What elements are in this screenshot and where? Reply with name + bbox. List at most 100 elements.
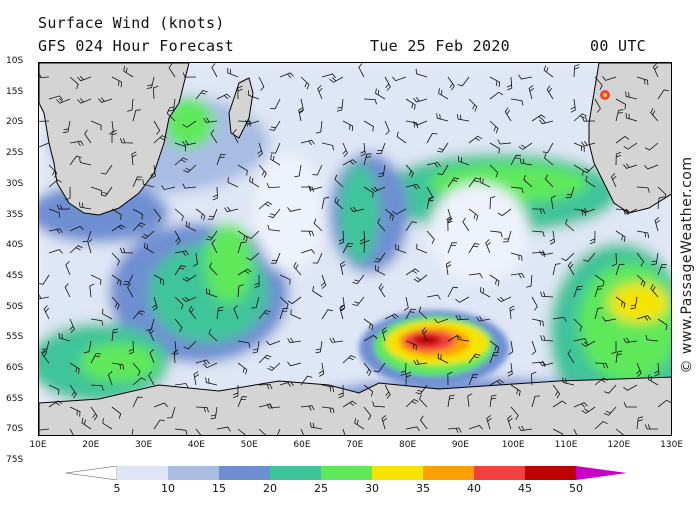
wind-barb — [531, 114, 546, 122]
wind-barb — [405, 164, 414, 178]
wind-barb — [384, 208, 395, 221]
wind-barb — [237, 396, 247, 408]
wind-barb — [445, 261, 452, 276]
wind-barb — [420, 415, 428, 430]
wind-barb — [438, 88, 449, 100]
wind-barb — [458, 156, 470, 166]
wind-barb — [277, 428, 281, 435]
lat-label: 20S — [6, 117, 24, 128]
wind-barb — [84, 129, 92, 144]
wind-barb — [377, 218, 386, 232]
africa-land — [39, 63, 190, 216]
wind-barb — [320, 274, 327, 289]
wind-barb — [497, 296, 512, 303]
wind-barb — [581, 406, 596, 414]
wind-barb — [279, 296, 289, 310]
wind-barb — [651, 252, 659, 266]
wind-barb — [413, 120, 428, 126]
wind-barb — [63, 120, 71, 134]
wind-barb — [546, 85, 554, 100]
wind-barb — [293, 262, 302, 276]
wind-barb — [594, 285, 604, 298]
wind-barb — [168, 63, 176, 78]
wind-barb — [132, 208, 144, 220]
wind-barb — [581, 207, 596, 214]
wind-barb — [384, 76, 391, 91]
lat-label: 15S — [6, 86, 24, 97]
wind-barb — [636, 362, 642, 377]
wind-barb — [56, 98, 71, 104]
wind-barb — [111, 129, 117, 143]
colorbar-segment — [270, 466, 321, 480]
wind-barb — [237, 362, 248, 375]
wind-barb — [615, 151, 622, 166]
wind-barb — [531, 371, 537, 386]
wind-barb — [623, 384, 638, 391]
wind-barb — [183, 340, 197, 350]
wind-barb — [381, 415, 388, 430]
wind-barb — [426, 161, 441, 168]
lon-label: 20E — [82, 440, 100, 450]
wind-barb — [636, 274, 646, 288]
wind-barb — [375, 88, 386, 100]
wind-barb — [195, 208, 206, 221]
wind-barb — [447, 177, 459, 188]
wind-barb — [446, 208, 452, 223]
wind-barb — [540, 291, 554, 298]
wind-barb — [69, 245, 83, 254]
wind-barb — [153, 135, 167, 144]
wind-barb — [321, 73, 336, 79]
wind-barb — [48, 228, 63, 234]
wind-barb — [542, 142, 554, 154]
wind-barb — [119, 247, 134, 254]
wind-barb — [43, 305, 50, 320]
wind-barb — [161, 185, 176, 191]
wind-barb — [372, 401, 386, 408]
lon-label: 50E — [240, 440, 258, 450]
wind-barb — [489, 142, 500, 154]
wind-barb — [654, 362, 660, 377]
wind-barb — [69, 76, 79, 90]
wind-barb — [210, 129, 218, 144]
wind-barb — [518, 142, 533, 150]
wind-barb — [153, 120, 161, 135]
wind-barb — [615, 263, 625, 276]
wind-barb — [363, 240, 370, 254]
wind-barb — [211, 239, 218, 254]
wind-barb — [456, 114, 470, 122]
wind-barb — [342, 428, 346, 435]
forecast-time: 00 UTC — [590, 37, 646, 55]
wind-barb — [287, 361, 302, 367]
wind-barb — [363, 362, 372, 376]
wind-barb — [462, 217, 470, 232]
wind-barb — [657, 196, 665, 210]
wind-barb — [489, 379, 504, 386]
wind-barb — [594, 76, 603, 90]
wind-barb — [39, 274, 50, 285]
wind-barb — [447, 286, 459, 298]
wind-barb — [211, 63, 218, 78]
wind-barb — [166, 108, 176, 122]
wind-barb — [233, 384, 239, 399]
wind-barb — [625, 112, 638, 122]
wind-barb — [518, 74, 533, 80]
wind-barb — [531, 251, 546, 258]
wind-barb — [312, 252, 323, 264]
wind-barb — [77, 98, 92, 104]
wind-barb — [378, 164, 386, 178]
colorbar-label: 45 — [518, 482, 532, 495]
wind-barb — [657, 264, 667, 276]
wind-barb — [426, 294, 441, 300]
wind-barb — [132, 310, 146, 320]
wind-barb — [287, 207, 302, 212]
wind-map[interactable] — [38, 62, 672, 436]
wind-barb — [237, 120, 251, 127]
wind-barb — [468, 243, 480, 254]
wind-barb — [507, 362, 513, 377]
wind-barb — [123, 66, 134, 78]
wind-barb — [182, 296, 197, 303]
wind-barb — [510, 186, 524, 194]
wind-barb — [119, 138, 134, 144]
wind-barb — [232, 129, 239, 144]
wind-barb — [227, 177, 239, 188]
